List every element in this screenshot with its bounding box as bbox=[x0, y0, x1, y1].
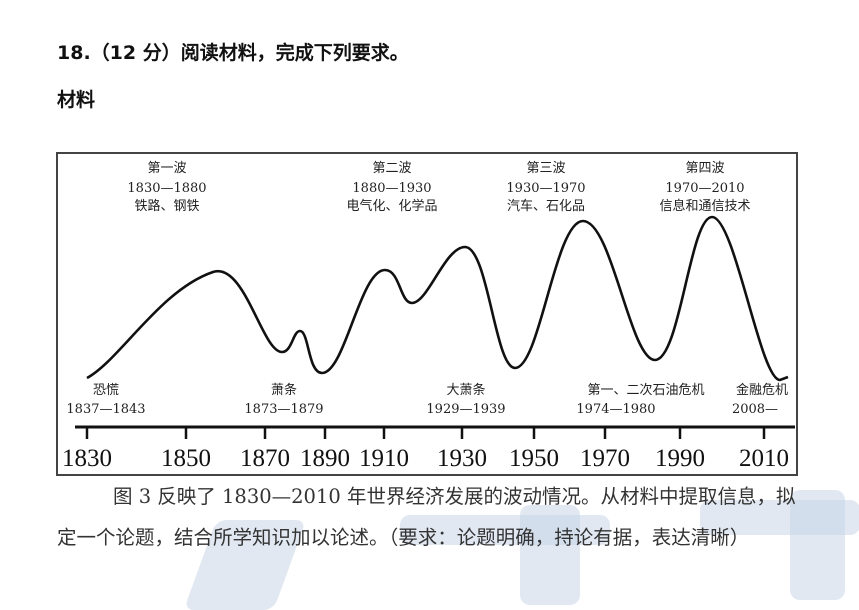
axis-tick-label: 1970 bbox=[580, 445, 630, 472]
axis-tick-label: 1990 bbox=[655, 445, 705, 472]
wave-1-name: 第一波 bbox=[147, 161, 186, 176]
wave-1-tech: 铁路、钢铁 bbox=[134, 198, 199, 214]
material-label: 材料 bbox=[57, 89, 96, 111]
crisis-3-name: 大萧条 bbox=[446, 382, 485, 398]
axis-tick-label: 1910 bbox=[359, 445, 409, 472]
crisis-5-period: 2008— bbox=[732, 402, 778, 417]
wave-2-name: 第二波 bbox=[372, 161, 411, 176]
question-paragraph: 图 3 反映了 1830—2010 年世界经济发展的波动情况。从材料中提取信息，… bbox=[57, 485, 796, 549]
wave-3-tech: 汽车、石化品 bbox=[507, 198, 585, 214]
axis-tick-label: 1850 bbox=[161, 445, 211, 472]
crisis-5-name: 金融危机 bbox=[736, 382, 788, 398]
wave-2-tech: 电气化、化学品 bbox=[346, 198, 437, 214]
wave-4-name: 第四波 bbox=[685, 161, 724, 176]
wave-2-period: 1880—1930 bbox=[352, 181, 431, 196]
figure-frame bbox=[56, 152, 798, 476]
wave-3-period: 1930—1970 bbox=[506, 181, 585, 196]
economic-wave-figure: 1830 1850 1870 1890 1910 1930 1950 1970 1990 2010… bbox=[56, 152, 798, 476]
crisis-3-period: 1929—1939 bbox=[426, 402, 505, 417]
wave-4-period: 1970—2010 bbox=[665, 181, 744, 196]
question-title: 18.（12 分）阅读材料，完成下列要求。 bbox=[57, 42, 409, 64]
axis-tick-label: 1950 bbox=[509, 445, 559, 472]
watermark bbox=[790, 490, 845, 600]
axis-tick-label: 1830 bbox=[62, 445, 112, 472]
axis-tick-label: 2010 bbox=[739, 445, 789, 472]
axis-tick-label: 1890 bbox=[300, 445, 350, 472]
axis-tick-label: 1930 bbox=[437, 445, 487, 472]
wave-curve bbox=[86, 215, 789, 382]
wave-3-name: 第三波 bbox=[526, 161, 565, 176]
axis-tick-label: 1870 bbox=[240, 445, 290, 472]
wave-4-tech: 信息和通信技术 bbox=[659, 198, 750, 214]
watermark bbox=[520, 505, 580, 605]
crisis-1-period: 1837—1843 bbox=[66, 402, 145, 417]
crisis-4-name: 第一、二次石油危机 bbox=[587, 382, 704, 398]
wave-1-period: 1830—1880 bbox=[127, 181, 206, 196]
crisis-1-name: 恐慌 bbox=[93, 383, 119, 398]
crisis-4-period: 1974—1980 bbox=[576, 402, 655, 417]
crisis-2-period: 1873—1879 bbox=[244, 402, 323, 417]
crisis-2-name: 萧条 bbox=[271, 382, 297, 398]
